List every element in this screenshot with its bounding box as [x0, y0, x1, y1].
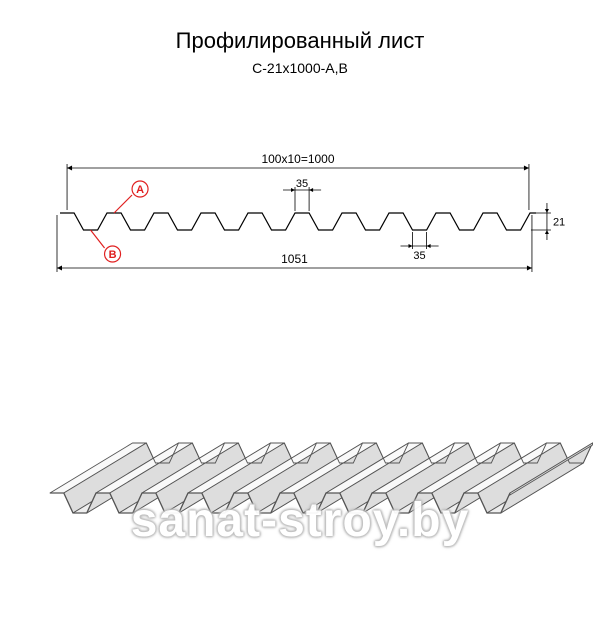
svg-text:1051: 1051: [281, 252, 308, 266]
svg-text:21: 21: [553, 217, 565, 229]
svg-text:100x10=1000: 100x10=1000: [261, 152, 334, 166]
svg-text:А: А: [136, 184, 144, 196]
page-title: Профилированный лист: [0, 28, 600, 54]
svg-text:35: 35: [413, 250, 425, 262]
profile-cross-section-diagram: 100x10=1000 1051 35 35 21 А В: [0, 118, 600, 288]
svg-text:35: 35: [296, 178, 308, 190]
page-subtitle: С-21х1000-А,В: [0, 60, 600, 76]
profile-isometric-view: [0, 338, 600, 568]
svg-text:В: В: [109, 249, 117, 261]
